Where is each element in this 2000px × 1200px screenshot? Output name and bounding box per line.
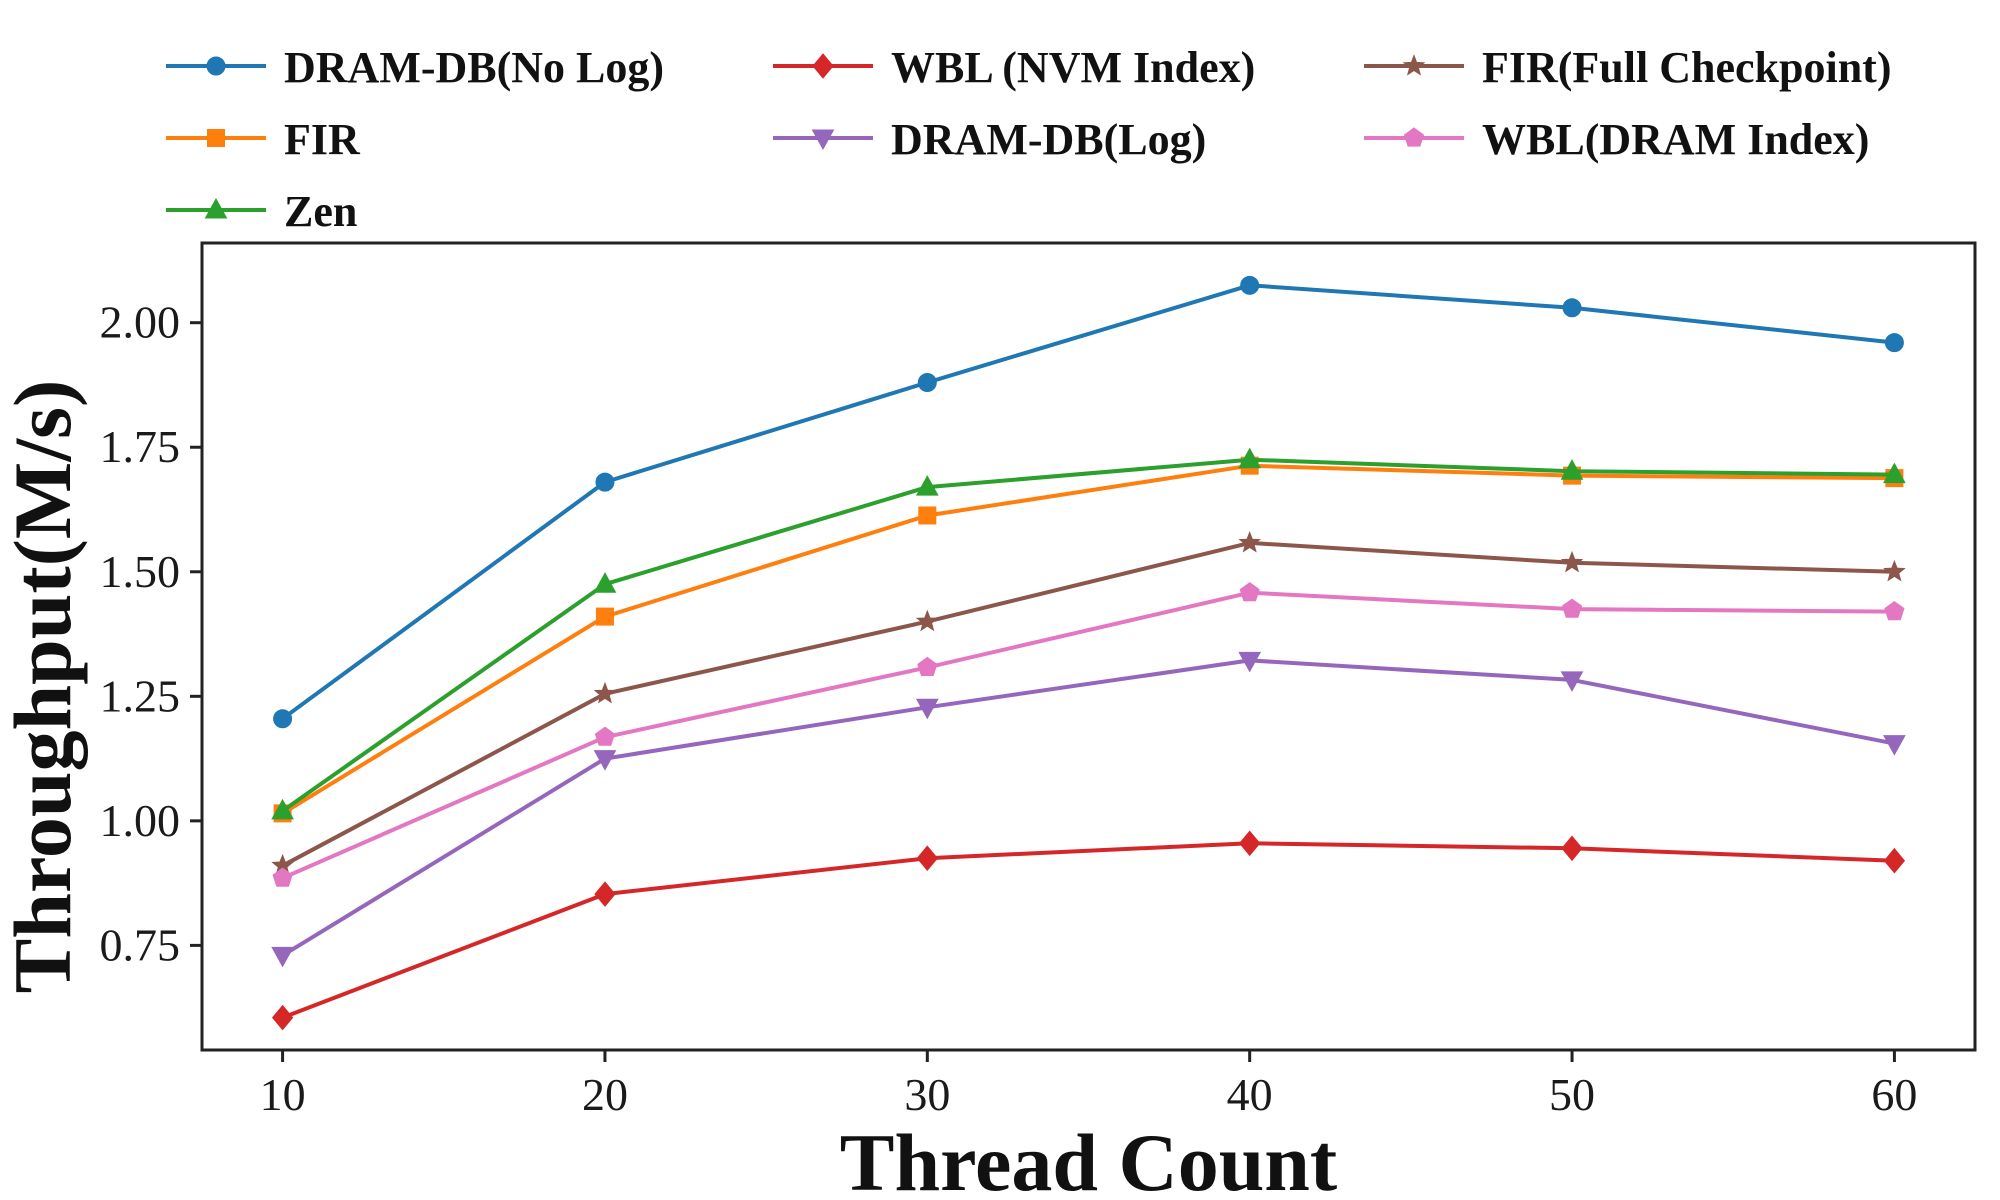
x-tick-label: 30 (904, 1069, 950, 1120)
series-line-fir (281, 463, 1895, 816)
series-line-fir-full-checkpoint (281, 540, 1895, 868)
legend-item-dram-db-no-log: DRAM-DB(No Log) (166, 43, 664, 92)
data-point-dram-db-log-40 (1238, 651, 1262, 673)
legend-marker (811, 129, 835, 151)
legend-marker (1403, 127, 1425, 147)
y-tick-label: 0.75 (100, 919, 181, 970)
series-line-wbl-dram-index (281, 590, 1895, 880)
data-point-wbl-dram-index-30 (917, 656, 938, 676)
legend-marker (204, 197, 228, 219)
data-point-dram-db-no-log-50 (1562, 298, 1582, 318)
series-fir-full-checkpoint (271, 531, 1906, 876)
y-tick-label: 2.00 (100, 297, 181, 348)
series-line-zen (281, 457, 1895, 813)
data-point-dram-db-no-log-20 (595, 472, 615, 492)
legend-label: FIR (284, 115, 361, 164)
legend-item-zen: Zen (166, 187, 357, 236)
series-line-wbl-nvm-index (281, 841, 1895, 1020)
data-point-dram-db-no-log-30 (917, 372, 937, 392)
data-point-fir-full-checkpoint-40 (1238, 531, 1262, 553)
data-point-fir-full-checkpoint-60 (1883, 559, 1906, 582)
series-zen (271, 447, 1906, 820)
legend-marker (1402, 54, 1426, 76)
x-axis-title: Thread Count (840, 1117, 1337, 1200)
data-point-zen-20 (593, 572, 617, 593)
x-tick-label: 50 (1549, 1069, 1595, 1120)
legend-label: WBL (NVM Index) (891, 43, 1255, 92)
x-tick-label: 40 (1227, 1069, 1273, 1120)
data-point-dram-db-log-20 (593, 750, 617, 771)
y-tick-label: 1.25 (100, 670, 181, 721)
y-tick-label: 1.50 (100, 546, 181, 597)
series-dram-db-log (271, 651, 1906, 968)
data-point-wbl-nvm-index-50 (1561, 835, 1583, 862)
data-point-wbl-nvm-index-40 (1239, 830, 1261, 857)
x-tick-label: 60 (1871, 1069, 1917, 1120)
data-point-zen-50 (1560, 459, 1584, 480)
legend-label: Zen (284, 187, 357, 236)
data-point-wbl-dram-index-10 (272, 867, 293, 887)
data-point-zen-10 (271, 798, 294, 820)
data-point-fir-full-checkpoint-50 (1560, 550, 1584, 573)
data-point-dram-db-no-log-40 (1240, 275, 1260, 295)
series-fir (273, 456, 1904, 823)
data-point-zen-60 (1883, 462, 1906, 484)
legend-label: DRAM-DB(Log) (891, 115, 1206, 164)
plot-area (200, 241, 1977, 1052)
x-axis: 10 20 30 40 50 60 (260, 1050, 1917, 1120)
x-tick-label: 10 (260, 1069, 306, 1120)
legend-marker (812, 53, 834, 79)
series-line-dram-db-no-log (281, 283, 1895, 721)
legend-label: WBL(DRAM Index) (1482, 115, 1869, 164)
data-point-dram-db-log-30 (915, 698, 939, 720)
legend-item-wbl-nvm-index: WBL (NVM Index) (773, 43, 1255, 92)
series-wbl-nvm-index (271, 830, 1906, 1031)
legend-label: FIR(Full Checkpoint) (1482, 43, 1891, 92)
data-point-dram-db-log-60 (1883, 735, 1906, 756)
data-point-wbl-dram-index-60 (1884, 600, 1905, 621)
data-point-wbl-nvm-index-60 (1883, 847, 1906, 874)
data-point-wbl-nvm-index-20 (594, 881, 616, 907)
data-point-fir-20 (595, 607, 614, 626)
y-tick-label: 1.00 (100, 795, 181, 846)
data-point-wbl-dram-index-50 (1561, 598, 1583, 618)
series-dram-db-no-log (273, 275, 1904, 729)
data-point-zen-30 (915, 475, 939, 496)
data-point-dram-db-no-log-10 (273, 709, 293, 729)
x-tick-label: 20 (582, 1069, 628, 1120)
legend-item-fir-full-checkpoint: FIR(Full Checkpoint) (1364, 43, 1891, 92)
data-point-dram-db-log-10 (271, 946, 294, 968)
series-layer (271, 275, 1906, 1031)
data-point-fir-full-checkpoint-30 (915, 609, 939, 632)
legend-item-dram-db-log: DRAM-DB(Log) (773, 115, 1206, 164)
y-tick-label: 1.75 (100, 421, 181, 472)
data-point-wbl-dram-index-20 (594, 726, 616, 746)
series-line-dram-db-log (281, 658, 1895, 958)
legend-item-wbl-dram-index: WBL(DRAM Index) (1364, 115, 1869, 164)
legend-marker (207, 129, 225, 147)
legend-item-fir: FIR (166, 115, 361, 164)
y-axis-title: Throughput(M/s) (0, 380, 88, 994)
data-point-fir-full-checkpoint-20 (593, 681, 617, 704)
data-point-fir-30 (918, 506, 937, 525)
legend-marker (206, 56, 226, 76)
series-wbl-dram-index (272, 582, 1905, 887)
data-point-wbl-nvm-index-30 (916, 845, 938, 871)
data-point-wbl-dram-index-40 (1239, 582, 1260, 602)
legend: DRAM-DB(No Log) FIR Zen WBL (NVM Index) DRAM… (166, 43, 1891, 236)
legend-label: DRAM-DB(No Log) (284, 43, 664, 92)
data-point-dram-db-no-log-60 (1884, 333, 1904, 353)
data-point-dram-db-log-50 (1560, 671, 1584, 692)
data-point-wbl-nvm-index-10 (271, 1004, 294, 1031)
y-axis: 0.75 1.00 1.25 1.50 1.75 2.00 (100, 297, 202, 970)
data-point-zen-40 (1238, 447, 1262, 469)
